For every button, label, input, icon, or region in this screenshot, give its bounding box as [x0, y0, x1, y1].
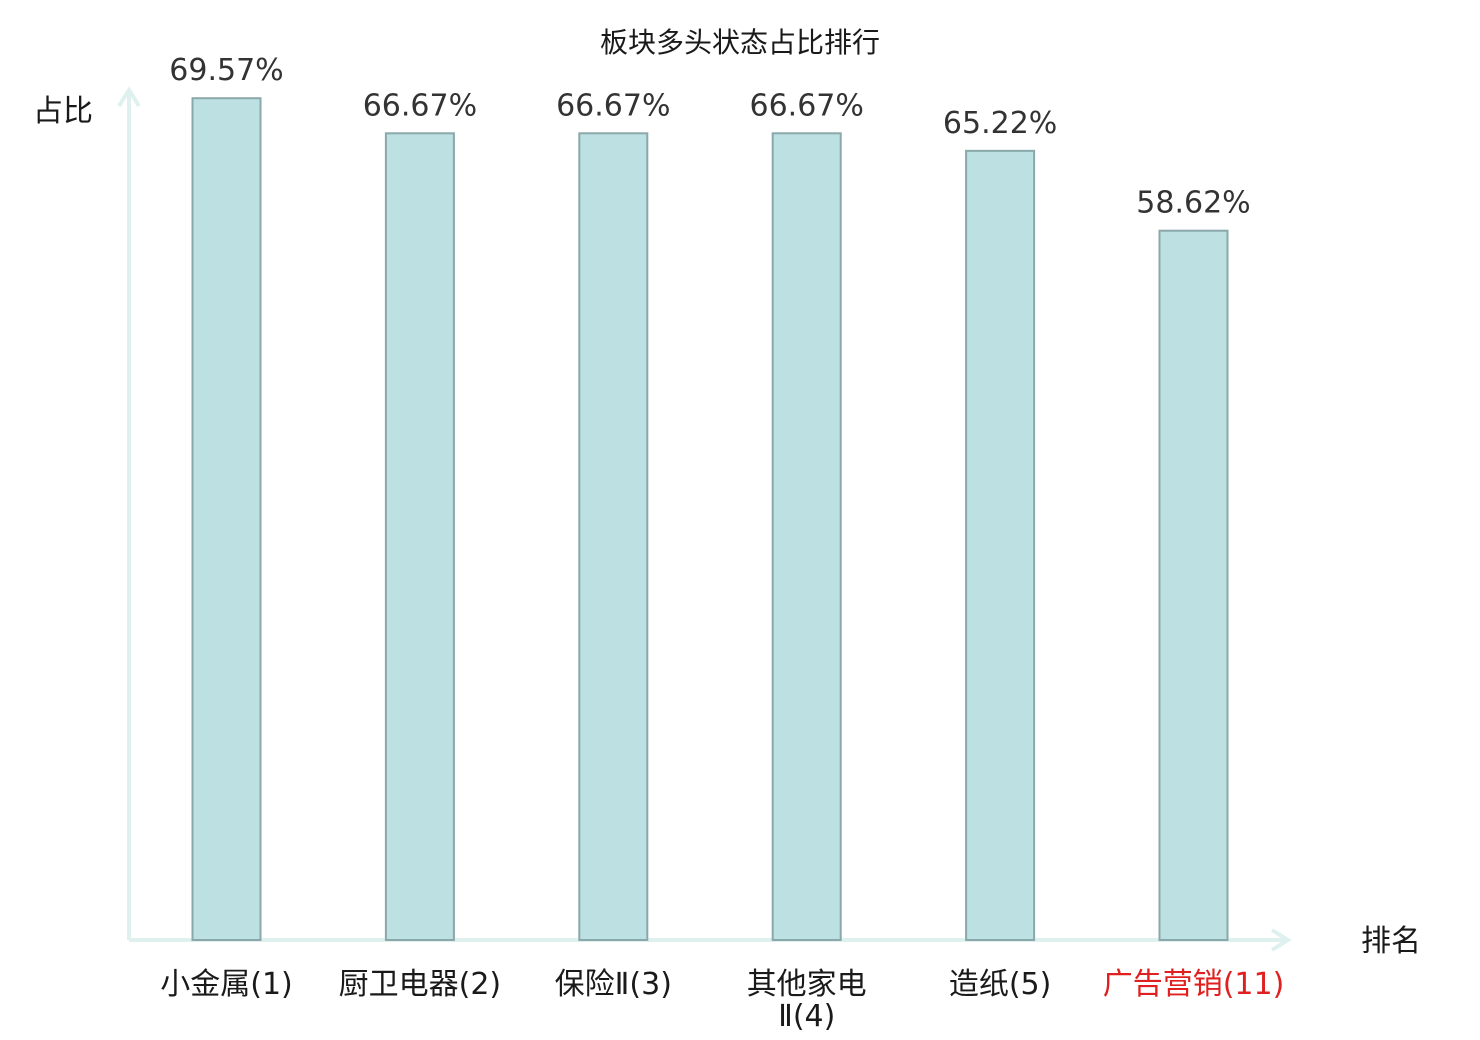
bar	[191, 97, 262, 941]
value-label: 66.67%	[363, 88, 477, 123]
category-label: 广告营销(11)	[1103, 967, 1285, 1002]
category-label: 造纸(5)	[949, 967, 1052, 1002]
category-label: 小金属(1)	[160, 967, 293, 1002]
y-axis-arrow	[117, 86, 141, 108]
value-label: 65.22%	[943, 106, 1057, 141]
bar	[578, 132, 649, 941]
category-labels: 小金属(1) 厨卫电器(2) 保险Ⅱ(3) 其他家电 Ⅱ(4) 造纸(5) 广告营销(11)	[160, 967, 1284, 1034]
value-label: 58.62%	[1136, 186, 1250, 221]
value-labels: 69.57% 66.67% 66.67% 66.67% 65.22% 58.62%	[169, 53, 1250, 220]
chart-title: 板块多头状态占比排行	[600, 26, 880, 59]
value-label: 66.67%	[556, 88, 670, 123]
category-label: 保险Ⅱ(3)	[555, 967, 672, 1002]
y-axis-label: 占比	[33, 94, 93, 129]
value-label: 66.67%	[750, 88, 864, 123]
bar	[1158, 229, 1229, 941]
category-label: 厨卫电器(2)	[339, 967, 502, 1002]
x-axis-arrow	[1270, 928, 1292, 952]
bar	[965, 149, 1036, 941]
x-axis-label: 排名	[1361, 924, 1421, 959]
bar	[384, 132, 455, 941]
value-label: 69.57%	[169, 53, 283, 88]
axes	[117, 86, 1292, 952]
bar	[771, 132, 842, 941]
category-label: 其他家电 Ⅱ(4)	[747, 967, 867, 1034]
bars	[191, 97, 1229, 941]
